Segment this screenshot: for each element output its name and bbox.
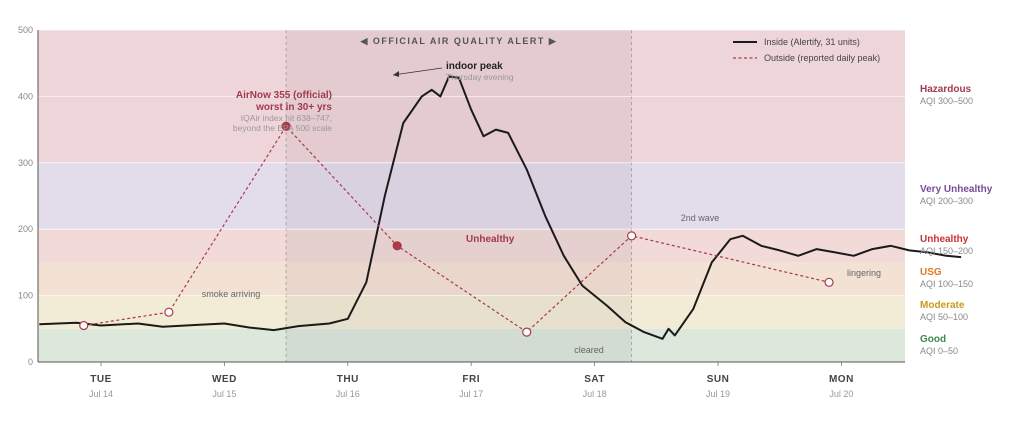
alert-shade	[286, 30, 632, 362]
annotation-second-wave: 2nd wave	[681, 213, 720, 223]
band-label-range: AQI 300–500	[920, 96, 973, 106]
annotation-lingering: lingering	[847, 268, 881, 278]
band-label-name: Moderate	[920, 300, 965, 311]
x-tick-day-label: SUN	[707, 374, 730, 385]
band-label-range: AQI 0–50	[920, 346, 958, 356]
x-tick-date-label: Jul 14	[89, 389, 113, 399]
indoor-peak-pointer	[392, 67, 443, 76]
legend-label-inside: Inside (Alertify, 31 units)	[764, 37, 860, 47]
annotation-smoke-arriving: smoke arriving	[202, 289, 261, 299]
band-label-name: USG	[920, 267, 942, 278]
x-tick-day-label: THU	[337, 374, 359, 385]
outside-point-filled	[281, 121, 291, 131]
annotation-airnow-subtitle: worst in 30+ yrs	[255, 102, 332, 113]
annotation-indoor-peak: indoor peak	[446, 61, 503, 72]
outside-point	[627, 231, 637, 241]
y-tick-label: 0	[28, 357, 33, 367]
y-tick-label: 400	[18, 91, 33, 101]
x-tick-date-label: Jul 19	[706, 389, 730, 399]
annotation-iqair-line2: beyond the EPA 500 scale	[233, 123, 332, 133]
x-tick-date-label: Jul 17	[459, 389, 483, 399]
x-tick-day-label: TUE	[90, 374, 112, 385]
aqi-band-1	[38, 162, 905, 230]
outside-point	[79, 320, 89, 331]
x-tick-day-label: FRI	[462, 374, 480, 385]
band-label-range: AQI 100–150	[920, 279, 973, 289]
outside-point-filled	[392, 241, 402, 251]
annotation-unhealthy: Unhealthy	[466, 234, 515, 245]
annotation-cleared: cleared	[574, 345, 604, 355]
series-layer	[39, 75, 962, 340]
y-tick-label: 300	[18, 158, 33, 168]
annotation-iqair-line1: IQAir index hit 638–747,	[241, 113, 332, 123]
band-label-range: AQI 200–300	[920, 196, 973, 206]
band-label-range: AQI 50–100	[920, 312, 968, 322]
annotation-airnow-title: AirNow 355 (official)	[236, 90, 332, 101]
y-tick-label: 100	[18, 291, 33, 301]
x-tick-day-label: MON	[829, 374, 854, 385]
alert-region: ◀ OFFICIAL AIR QUALITY ALERT ▶	[285, 30, 633, 362]
legend: Inside (Alertify, 31 units) Outside (repo…	[733, 37, 880, 63]
x-tick-date-label: Jul 15	[212, 389, 236, 399]
band-label-name: Good	[920, 334, 946, 345]
outside-point	[522, 327, 532, 337]
aqi-band-4	[38, 295, 905, 329]
outside-point	[164, 307, 174, 317]
x-tick-date-label: Jul 16	[336, 389, 360, 399]
legend-label-outside: Outside (reported daily peak)	[764, 53, 880, 63]
x-tick-day-label: WED	[212, 374, 237, 385]
indoor-peak-arrowhead	[393, 71, 399, 77]
series-line-0	[39, 75, 962, 340]
band-label-name: Hazardous	[920, 84, 972, 95]
band-label-name: Very Unhealthy	[920, 184, 993, 195]
annotation-thursday-evening: Thursday evening	[446, 72, 514, 82]
aqi-band-5	[38, 328, 905, 362]
band-label-name: Unhealthy	[920, 234, 969, 245]
annotations-layer: AirNow 355 (official)worst in 30+ yrsIQA…	[202, 61, 881, 355]
y-tick-label: 500	[18, 25, 33, 35]
y-tick-label: 200	[18, 224, 33, 234]
x-tick-date-label: Jul 18	[583, 389, 607, 399]
axes: 0 100 200 300 400 500 TUE Jul 14 WED Jul 15 THU Jul…	[18, 25, 905, 399]
x-tick-day-label: SAT	[584, 374, 605, 385]
outside-point	[824, 277, 834, 287]
band-label-range: AQI 150–200	[920, 246, 973, 256]
alert-label: ◀ OFFICIAL AIR QUALITY ALERT ▶	[359, 36, 557, 46]
aqi-bands	[38, 30, 905, 362]
x-tick-date-label: Jul 20	[829, 389, 853, 399]
